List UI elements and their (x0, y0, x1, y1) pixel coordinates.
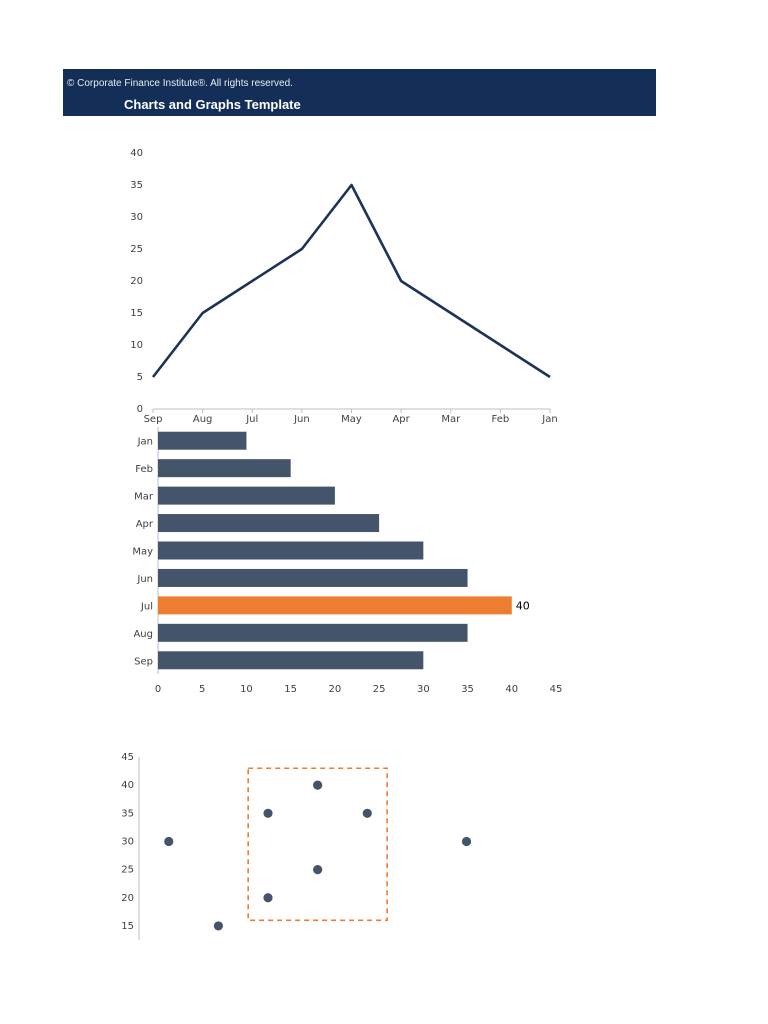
line-x-tick-label: Jun (293, 414, 310, 425)
bar-x-tick-label: 25 (373, 684, 386, 695)
bar-category-label: Jun (136, 574, 153, 585)
line-y-tick-label: 5 (137, 372, 143, 383)
line-x-tick-label: May (341, 414, 362, 425)
line-series (151, 183, 551, 379)
bar-category-label: Aug (133, 629, 153, 640)
bar (158, 431, 247, 450)
bar-x-tick-label: 20 (329, 684, 342, 695)
bar (158, 459, 291, 478)
line-y-tick-label: 35 (130, 180, 143, 191)
bar-category-label: Sep (134, 656, 153, 667)
scatter-point (461, 836, 472, 847)
scatter-point (164, 836, 174, 847)
bar-data-label: 40 (516, 599, 530, 612)
bar-x-tick-label: 30 (417, 684, 430, 695)
bar-category-label: Feb (135, 464, 153, 475)
line-x-tick-label: Jan (541, 414, 557, 425)
scatter-y-tick-label: 35 (121, 808, 134, 819)
bar (158, 623, 468, 642)
line-y-tick-label: 15 (130, 308, 143, 319)
copyright-text: © Corporate Finance Institute®. All righ… (67, 78, 293, 89)
bar-category-label: Jan (137, 437, 153, 448)
scatter-point (263, 893, 273, 903)
bar (158, 514, 380, 533)
scatter-point (313, 865, 323, 875)
scatter-y-tick-label: 20 (121, 893, 134, 904)
line-x-tick-label: Jul (245, 414, 258, 425)
bar-x-tick-label: 35 (461, 684, 474, 695)
bar-x-tick-label: 40 (505, 684, 518, 695)
bar (158, 568, 468, 587)
scatter-y-tick-label: 25 (121, 865, 134, 876)
scatter-point (213, 921, 223, 931)
line-y-tick-label: 30 (130, 212, 143, 223)
bar-category-label: Apr (136, 519, 154, 530)
line-y-tick-label: 0 (137, 404, 143, 415)
scatter-point (313, 780, 323, 790)
line-x-tick-label: Feb (492, 414, 510, 425)
scatter-y-tick-label: 30 (121, 836, 134, 847)
scatter-y-tick-label: 45 (121, 752, 134, 763)
bar (158, 651, 424, 670)
line-x-tick-label: Aug (193, 414, 213, 425)
scatter-point (362, 808, 372, 818)
bar-category-label: May (132, 547, 153, 558)
line-x-tick-label: Sep (144, 414, 163, 425)
page-title: Charts and Graphs Template (124, 97, 301, 112)
bar (158, 486, 335, 505)
line-y-tick-label: 25 (130, 244, 143, 255)
header-banner: © Corporate Finance Institute®. All righ… (63, 69, 656, 116)
bar-x-tick-label: 5 (199, 684, 205, 695)
bar-x-tick-label: 10 (240, 684, 253, 695)
scatter-point (263, 808, 273, 818)
scatter-y-tick-label: 15 (121, 921, 134, 932)
line-y-tick-label: 20 (130, 276, 143, 287)
bar-x-tick-label: 0 (155, 684, 161, 695)
bar-category-label: Jul (140, 601, 153, 612)
bar-x-tick-label: 45 (550, 684, 563, 695)
line-y-tick-label: 10 (130, 340, 143, 351)
bar-category-label: Mar (134, 492, 154, 503)
line-x-tick-label: Apr (392, 414, 410, 425)
bar-x-tick-label: 15 (284, 684, 297, 695)
scatter-y-tick-label: 40 (121, 780, 134, 791)
bar (158, 541, 424, 560)
scatter-highlight-box (247, 767, 388, 922)
line-x-tick-label: Mar (441, 414, 461, 425)
bar-highlighted (158, 596, 512, 615)
line-y-tick-label: 40 (130, 148, 143, 159)
